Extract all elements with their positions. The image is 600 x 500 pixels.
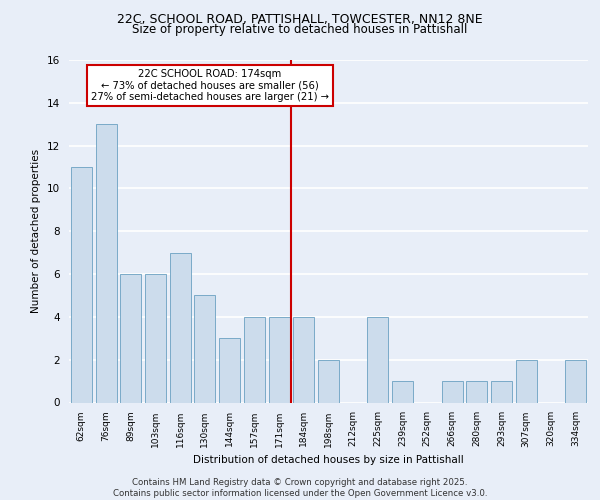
Bar: [442, 381, 463, 402]
Bar: [269, 317, 290, 402]
Bar: [318, 360, 339, 403]
Bar: [219, 338, 240, 402]
Bar: [145, 274, 166, 402]
Text: Size of property relative to detached houses in Pattishall: Size of property relative to detached ho…: [133, 22, 467, 36]
X-axis label: Distribution of detached houses by size in Pattishall: Distribution of detached houses by size …: [193, 455, 464, 465]
Bar: [120, 274, 141, 402]
Bar: [516, 360, 537, 403]
Bar: [244, 317, 265, 402]
Bar: [392, 381, 413, 402]
Text: 22C SCHOOL ROAD: 174sqm
← 73% of detached houses are smaller (56)
27% of semi-de: 22C SCHOOL ROAD: 174sqm ← 73% of detache…: [91, 68, 329, 102]
Bar: [293, 317, 314, 402]
Text: 22C, SCHOOL ROAD, PATTISHALL, TOWCESTER, NN12 8NE: 22C, SCHOOL ROAD, PATTISHALL, TOWCESTER,…: [117, 12, 483, 26]
Text: Contains HM Land Registry data © Crown copyright and database right 2025.
Contai: Contains HM Land Registry data © Crown c…: [113, 478, 487, 498]
Bar: [71, 167, 92, 402]
Bar: [491, 381, 512, 402]
Bar: [95, 124, 116, 402]
Bar: [466, 381, 487, 402]
Bar: [194, 296, 215, 403]
Bar: [170, 252, 191, 402]
Y-axis label: Number of detached properties: Number of detached properties: [31, 149, 41, 314]
Bar: [565, 360, 586, 403]
Bar: [367, 317, 388, 402]
